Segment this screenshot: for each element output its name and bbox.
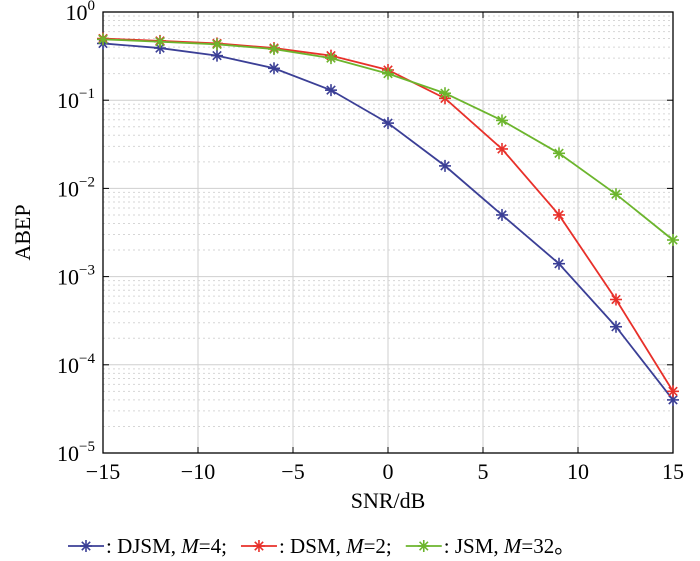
y-tick-label: 10−1 [57, 86, 95, 113]
data-point [610, 188, 622, 201]
data-point [610, 320, 622, 333]
data-point [211, 38, 223, 51]
x-tick-label: −5 [281, 459, 304, 484]
data-point [496, 114, 508, 127]
legend-label: : JSM, M=32。 [444, 534, 575, 558]
series-3 [97, 33, 679, 246]
data-point [553, 257, 565, 270]
data-point [667, 233, 679, 246]
legend-item: : DJSM, M=4; [68, 534, 227, 558]
y-tick-label: 100 [66, 0, 96, 25]
data-point [667, 385, 679, 398]
x-tick-label: 5 [478, 459, 489, 484]
legend-marker [252, 540, 265, 552]
data-point [439, 159, 451, 172]
legend-item: : JSM, M=32。 [405, 534, 575, 558]
data-point [553, 147, 565, 160]
data-point [97, 33, 109, 46]
legend-marker [80, 540, 92, 552]
legend-label: : DSM, M=2; [279, 534, 392, 558]
y-tick-label: 10−4 [57, 351, 95, 378]
data-point [496, 208, 508, 221]
tick-labels: −15 −10 −5 0 5 10 15 100 10−1 10−2 10−3 10−4 10−5 [57, 0, 684, 484]
data-point [667, 393, 679, 406]
legend-marker [417, 540, 430, 552]
legend: : DJSM, M=4; : DSM, M=2; : JSM, M=32。 [68, 534, 575, 558]
data-point [268, 62, 280, 75]
x-tick-label: −15 [86, 459, 120, 484]
data-point [496, 142, 508, 155]
data-point [382, 117, 394, 130]
y-tick-label: 10−3 [57, 263, 95, 290]
x-tick-label: 15 [662, 459, 684, 484]
x-tick-label: −10 [181, 459, 215, 484]
data-point [325, 84, 337, 97]
legend-label: : DJSM, M=4; [106, 534, 227, 558]
data-point [268, 43, 280, 56]
data-point [211, 49, 223, 62]
series-1 [97, 37, 679, 406]
ticks [102, 11, 674, 454]
data-point [325, 52, 337, 65]
y-tick-label: 10−2 [57, 174, 95, 201]
y-tick-label: 10−5 [57, 439, 95, 466]
data-point [154, 35, 166, 48]
data-point [382, 67, 394, 80]
x-tick-label: 10 [567, 459, 589, 484]
data-point [439, 87, 451, 100]
legend-item: : DSM, M=2; [240, 534, 392, 558]
data-point [553, 208, 565, 221]
x-axis-label: SNR/dB [351, 488, 426, 513]
y-axis-label: ABEP [10, 204, 35, 260]
x-tick-label: 0 [383, 459, 394, 484]
series-layer [97, 32, 679, 406]
data-point [610, 293, 622, 306]
